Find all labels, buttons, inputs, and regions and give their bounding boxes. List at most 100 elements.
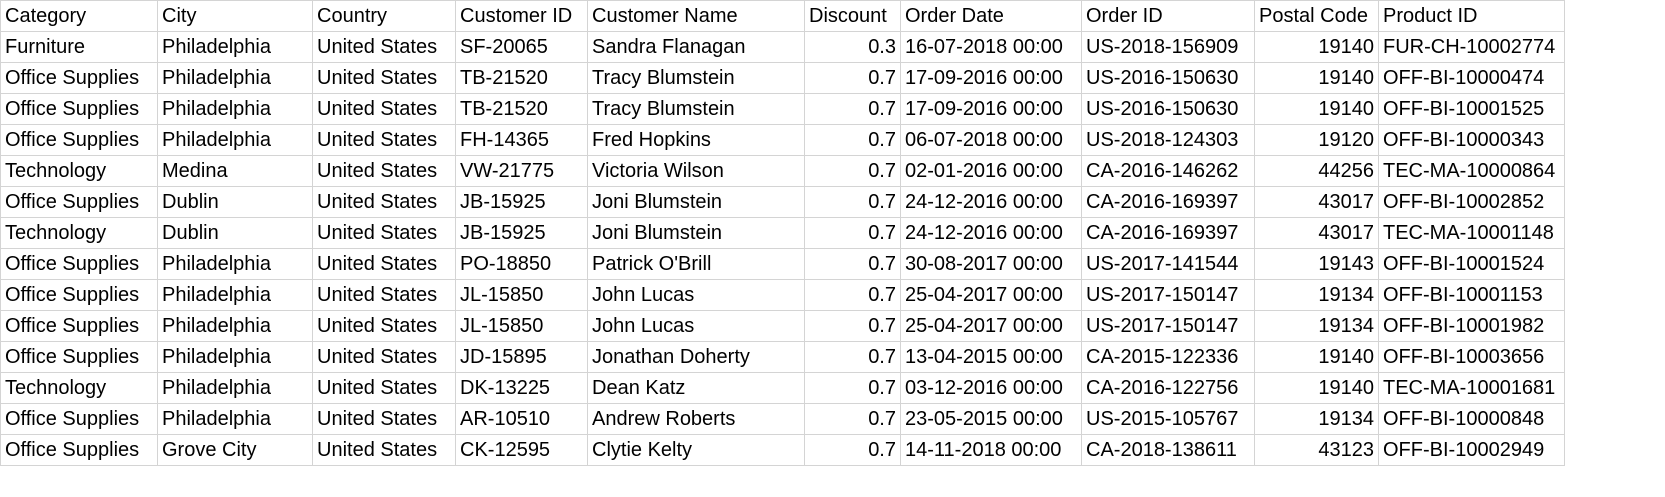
cell-discount[interactable]: 0.7 [804, 434, 901, 466]
column-header-category[interactable]: Category [0, 0, 158, 32]
cell-product-id[interactable]: OFF-BI-10000848 [1378, 403, 1565, 435]
cell-order-id[interactable]: US-2017-150147 [1081, 279, 1255, 311]
cell-discount[interactable]: 0.7 [804, 248, 901, 280]
cell-country[interactable]: United States [312, 124, 456, 156]
cell-country[interactable]: United States [312, 434, 456, 466]
cell-country[interactable]: United States [312, 62, 456, 94]
cell-category[interactable]: Office Supplies [0, 186, 158, 218]
cell-order-id[interactable]: US-2016-150630 [1081, 62, 1255, 94]
cell-country[interactable]: United States [312, 31, 456, 63]
cell-order-id[interactable]: CA-2016-169397 [1081, 186, 1255, 218]
cell-customer-id[interactable]: FH-14365 [455, 124, 588, 156]
cell-category[interactable]: Office Supplies [0, 341, 158, 373]
cell-customer-name[interactable]: Sandra Flanagan [587, 31, 805, 63]
cell-product-id[interactable]: OFF-BI-10001525 [1378, 93, 1565, 125]
cell-customer-id[interactable]: JB-15925 [455, 186, 588, 218]
cell-product-id[interactable]: OFF-BI-10001153 [1378, 279, 1565, 311]
cell-postal-code[interactable]: 44256 [1254, 155, 1379, 187]
cell-discount[interactable]: 0.7 [804, 341, 901, 373]
cell-country[interactable]: United States [312, 217, 456, 249]
cell-postal-code[interactable]: 19140 [1254, 372, 1379, 404]
cell-category[interactable]: Office Supplies [0, 248, 158, 280]
cell-order-date[interactable]: 13-04-2015 00:00 [900, 341, 1082, 373]
cell-customer-name[interactable]: Tracy Blumstein [587, 62, 805, 94]
cell-postal-code[interactable]: 19140 [1254, 62, 1379, 94]
cell-category[interactable]: Office Supplies [0, 403, 158, 435]
column-header-postal-code[interactable]: Postal Code [1254, 0, 1379, 32]
cell-city[interactable]: Dublin [157, 186, 313, 218]
cell-country[interactable]: United States [312, 310, 456, 342]
cell-order-id[interactable]: CA-2016-122756 [1081, 372, 1255, 404]
cell-discount[interactable]: 0.7 [804, 279, 901, 311]
cell-order-date[interactable]: 24-12-2016 00:00 [900, 217, 1082, 249]
cell-order-date[interactable]: 24-12-2016 00:00 [900, 186, 1082, 218]
cell-city[interactable]: Philadelphia [157, 279, 313, 311]
cell-order-id[interactable]: CA-2018-138611 [1081, 434, 1255, 466]
cell-order-id[interactable]: US-2017-141544 [1081, 248, 1255, 280]
cell-product-id[interactable]: TEC-MA-10000864 [1378, 155, 1565, 187]
cell-customer-name[interactable]: John Lucas [587, 310, 805, 342]
cell-discount[interactable]: 0.7 [804, 403, 901, 435]
cell-customer-id[interactable]: JL-15850 [455, 279, 588, 311]
cell-product-id[interactable]: TEC-MA-10001681 [1378, 372, 1565, 404]
cell-postal-code[interactable]: 19134 [1254, 279, 1379, 311]
cell-order-id[interactable]: US-2018-156909 [1081, 31, 1255, 63]
cell-order-date[interactable]: 14-11-2018 00:00 [900, 434, 1082, 466]
cell-customer-id[interactable]: JL-15850 [455, 310, 588, 342]
cell-order-date[interactable]: 23-05-2015 00:00 [900, 403, 1082, 435]
column-header-city[interactable]: City [157, 0, 313, 32]
cell-country[interactable]: United States [312, 186, 456, 218]
cell-discount[interactable]: 0.7 [804, 186, 901, 218]
cell-postal-code[interactable]: 43017 [1254, 217, 1379, 249]
cell-postal-code[interactable]: 19143 [1254, 248, 1379, 280]
cell-order-date[interactable]: 03-12-2016 00:00 [900, 372, 1082, 404]
cell-product-id[interactable]: OFF-BI-10003656 [1378, 341, 1565, 373]
cell-city[interactable]: Philadelphia [157, 31, 313, 63]
cell-order-id[interactable]: US-2016-150630 [1081, 93, 1255, 125]
cell-product-id[interactable]: TEC-MA-10001148 [1378, 217, 1565, 249]
cell-postal-code[interactable]: 19120 [1254, 124, 1379, 156]
cell-category[interactable]: Office Supplies [0, 279, 158, 311]
cell-country[interactable]: United States [312, 155, 456, 187]
cell-city[interactable]: Grove City [157, 434, 313, 466]
cell-customer-name[interactable]: Joni Blumstein [587, 186, 805, 218]
cell-customer-id[interactable]: JD-15895 [455, 341, 588, 373]
cell-customer-id[interactable]: CK-12595 [455, 434, 588, 466]
cell-postal-code[interactable]: 19140 [1254, 341, 1379, 373]
column-header-country[interactable]: Country [312, 0, 456, 32]
cell-order-date[interactable]: 25-04-2017 00:00 [900, 279, 1082, 311]
cell-customer-name[interactable]: Jonathan Doherty [587, 341, 805, 373]
column-header-customer-name[interactable]: Customer Name [587, 0, 805, 32]
cell-order-id[interactable]: CA-2016-169397 [1081, 217, 1255, 249]
cell-category[interactable]: Furniture [0, 31, 158, 63]
cell-discount[interactable]: 0.7 [804, 155, 901, 187]
cell-product-id[interactable]: OFF-BI-10002949 [1378, 434, 1565, 466]
column-header-order-id[interactable]: Order ID [1081, 0, 1255, 32]
cell-customer-id[interactable]: SF-20065 [455, 31, 588, 63]
cell-discount[interactable]: 0.7 [804, 62, 901, 94]
cell-product-id[interactable]: OFF-BI-10002852 [1378, 186, 1565, 218]
cell-customer-name[interactable]: Joni Blumstein [587, 217, 805, 249]
cell-country[interactable]: United States [312, 93, 456, 125]
cell-customer-id[interactable]: DK-13225 [455, 372, 588, 404]
cell-category[interactable]: Technology [0, 155, 158, 187]
cell-discount[interactable]: 0.7 [804, 217, 901, 249]
cell-discount[interactable]: 0.7 [804, 310, 901, 342]
cell-customer-id[interactable]: TB-21520 [455, 93, 588, 125]
cell-customer-id[interactable]: PO-18850 [455, 248, 588, 280]
cell-city[interactable]: Philadelphia [157, 248, 313, 280]
cell-customer-name[interactable]: Andrew Roberts [587, 403, 805, 435]
cell-postal-code[interactable]: 19134 [1254, 403, 1379, 435]
cell-category[interactable]: Office Supplies [0, 62, 158, 94]
cell-city[interactable]: Philadelphia [157, 403, 313, 435]
cell-order-date[interactable]: 16-07-2018 00:00 [900, 31, 1082, 63]
cell-country[interactable]: United States [312, 372, 456, 404]
cell-order-date[interactable]: 02-01-2016 00:00 [900, 155, 1082, 187]
cell-city[interactable]: Philadelphia [157, 124, 313, 156]
cell-postal-code[interactable]: 43123 [1254, 434, 1379, 466]
cell-customer-id[interactable]: JB-15925 [455, 217, 588, 249]
cell-discount[interactable]: 0.7 [804, 93, 901, 125]
cell-product-id[interactable]: OFF-BI-10001524 [1378, 248, 1565, 280]
cell-country[interactable]: United States [312, 248, 456, 280]
cell-city[interactable]: Philadelphia [157, 341, 313, 373]
